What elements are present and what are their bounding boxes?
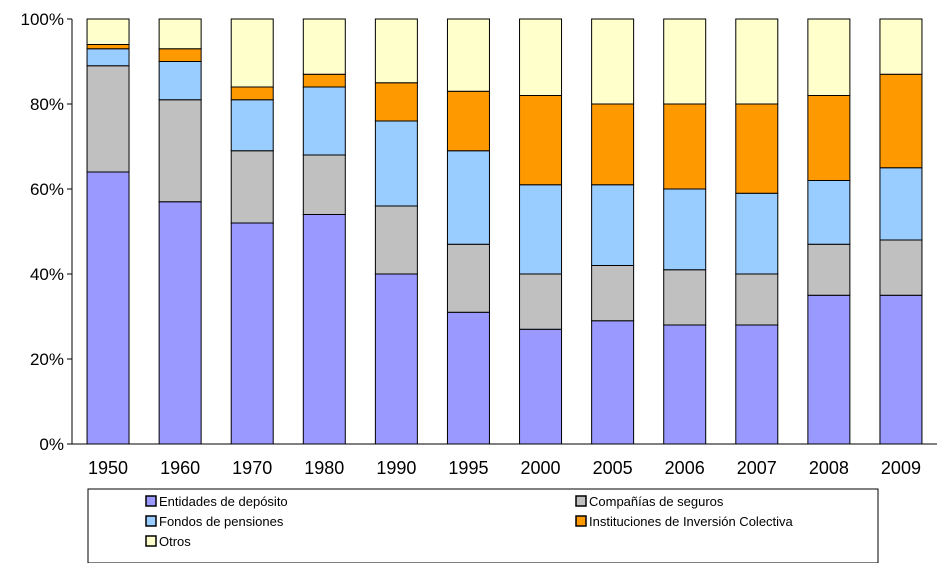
bar-segment-companias-de-seguros-1995 — [446, 243, 490, 313]
y-tick-label: 0% — [39, 435, 64, 454]
bar-segment-companias-de-seguros-1990 — [374, 205, 418, 275]
bar-segment-otros-2009 — [879, 18, 923, 75]
bars-layer — [86, 18, 923, 445]
bar-segment-otros-1980 — [302, 18, 346, 75]
legend-label-entidades-de-deposito: Entidades de depósito — [159, 494, 288, 509]
bar-segment-otros-2008 — [807, 18, 851, 96]
bar-segment-entidades-de-deposito-1950 — [86, 171, 130, 445]
y-tick-label: 40% — [30, 265, 64, 284]
x-category-label: 2009 — [881, 458, 921, 478]
legend-label-otros: Otros — [159, 534, 191, 549]
bar-segment-companias-de-seguros-2007 — [735, 273, 779, 326]
bar-segment-entidades-de-deposito-2006 — [663, 324, 707, 445]
bar-segment-otros-2005 — [591, 18, 635, 105]
bar-segment-fondos-de-pensiones-2006 — [663, 188, 707, 271]
bar-segment-companias-de-seguros-2000 — [519, 273, 563, 330]
bar-segment-fondos-de-pensiones-1950 — [86, 48, 130, 67]
legend: Entidades de depósito Compañías de seguro… — [87, 488, 879, 563]
x-category-label: 1950 — [88, 458, 128, 478]
bar-segment-instituciones-de-inversion-colectiva-2007 — [735, 103, 779, 194]
bar-segment-otros-1990 — [374, 18, 418, 84]
x-category-label: 1990 — [376, 458, 416, 478]
bar-segment-entidades-de-deposito-1995 — [446, 311, 490, 445]
legend-swatch-companias-de-seguros — [575, 495, 587, 507]
x-category-label: 1995 — [448, 458, 488, 478]
legend-label-companias-de-seguros: Compañías de seguros — [589, 494, 724, 509]
legend-swatch-otros — [145, 535, 157, 547]
legend-swatch-entidades-de-deposito — [145, 495, 157, 507]
legend-box — [87, 488, 879, 563]
y-axis-ticks: 0% 20% 40% 60% 80% 100% — [21, 10, 72, 454]
bar-segment-fondos-de-pensiones-2000 — [519, 184, 563, 275]
bar-segment-instituciones-de-inversion-colectiva-1980 — [302, 73, 346, 88]
bar-segment-fondos-de-pensiones-1960 — [158, 61, 202, 101]
x-category-label: 1970 — [232, 458, 272, 478]
bar-segment-companias-de-seguros-2009 — [879, 239, 923, 296]
x-category-label: 2008 — [809, 458, 849, 478]
x-category-label: 2006 — [665, 458, 705, 478]
bar-segment-instituciones-de-inversion-colectiva-1970 — [230, 86, 274, 101]
bar-segment-entidades-de-deposito-2005 — [591, 320, 635, 445]
bar-segment-instituciones-de-inversion-colectiva-1950 — [86, 44, 130, 50]
x-category-label: 1980 — [304, 458, 344, 478]
bar-segment-fondos-de-pensiones-2007 — [735, 192, 779, 275]
bar-segment-entidades-de-deposito-2008 — [807, 294, 851, 445]
bar-segment-instituciones-de-inversion-colectiva-1960 — [158, 48, 202, 62]
bar-segment-otros-1960 — [158, 18, 202, 50]
bar-segment-companias-de-seguros-1960 — [158, 99, 202, 203]
legend-swatch-fondos-de-pensiones — [145, 515, 157, 527]
bar-segment-instituciones-de-inversion-colectiva-1995 — [446, 90, 490, 152]
bar-segment-otros-2007 — [735, 18, 779, 105]
bar-segment-entidades-de-deposito-1960 — [158, 201, 202, 445]
bar-segment-companias-de-seguros-1980 — [302, 154, 346, 215]
bar-segment-otros-1950 — [86, 18, 130, 45]
bar-segment-instituciones-de-inversion-colectiva-2009 — [879, 73, 923, 169]
bar-segment-otros-1970 — [230, 18, 274, 88]
bar-segment-companias-de-seguros-2005 — [591, 265, 635, 322]
bar-segment-companias-de-seguros-1970 — [230, 150, 274, 224]
bar-segment-fondos-de-pensiones-1995 — [446, 150, 490, 245]
bar-segment-entidades-de-deposito-2007 — [735, 324, 779, 445]
bar-segment-otros-2006 — [663, 18, 707, 105]
bar-segment-otros-1995 — [446, 18, 490, 92]
legend-label-fondos-de-pensiones: Fondos de pensiones — [159, 514, 284, 529]
y-tick-label: 60% — [30, 180, 64, 199]
bar-segment-fondos-de-pensiones-1970 — [230, 99, 274, 152]
bar-segment-instituciones-de-inversion-colectiva-2000 — [519, 95, 563, 186]
y-tick-label: 100% — [21, 10, 64, 29]
bar-segment-fondos-de-pensiones-1990 — [374, 120, 418, 207]
bar-segment-instituciones-de-inversion-colectiva-1990 — [374, 82, 418, 122]
bar-segment-companias-de-seguros-2008 — [807, 243, 851, 296]
bar-segment-entidades-de-deposito-2000 — [519, 328, 563, 445]
x-axis-categories: 1950 1960 1970 1980 1990 1995 2000 2005 2006 2007… — [88, 458, 921, 478]
bar-segment-entidades-de-deposito-1990 — [374, 273, 418, 445]
y-tick-label: 20% — [30, 350, 64, 369]
bar-segment-instituciones-de-inversion-colectiva-2008 — [807, 95, 851, 181]
y-tick-label: 80% — [30, 95, 64, 114]
bar-segment-instituciones-de-inversion-colectiva-2005 — [591, 103, 635, 186]
x-category-label: 2000 — [521, 458, 561, 478]
bar-segment-fondos-de-pensiones-2008 — [807, 180, 851, 245]
bar-segment-fondos-de-pensiones-1980 — [302, 86, 346, 156]
bar-segment-fondos-de-pensiones-2009 — [879, 167, 923, 241]
bar-segment-companias-de-seguros-1950 — [86, 65, 130, 173]
x-category-label: 1960 — [160, 458, 200, 478]
x-category-label: 2007 — [737, 458, 777, 478]
bar-segment-entidades-de-deposito-1970 — [230, 222, 274, 445]
bar-segment-fondos-de-pensiones-2005 — [591, 184, 635, 266]
bar-segment-instituciones-de-inversion-colectiva-2006 — [663, 103, 707, 190]
bar-segment-entidades-de-deposito-1980 — [302, 214, 346, 445]
x-category-label: 2005 — [593, 458, 633, 478]
bar-segment-entidades-de-deposito-2009 — [879, 294, 923, 445]
bar-segment-otros-2000 — [519, 18, 563, 96]
legend-label-instituciones-de-inversion-colectiva: Instituciones de Inversión Colectiva — [589, 514, 794, 529]
legend-swatch-instituciones-de-inversion-colectiva — [575, 515, 587, 527]
bar-segment-companias-de-seguros-2006 — [663, 269, 707, 326]
